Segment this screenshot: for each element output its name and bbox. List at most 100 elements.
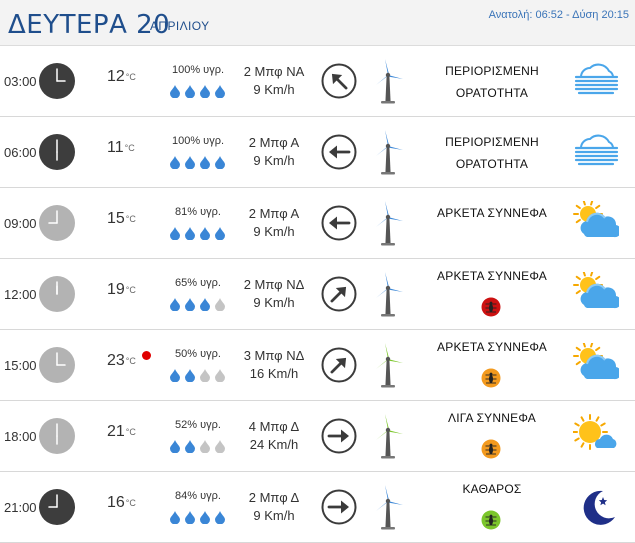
weather-description: ΑΡΚΕΤΑ ΣΥΝΝΕΦΑ <box>432 265 552 287</box>
temperature-value: 15 <box>107 210 125 227</box>
wind-turbine-icon <box>371 484 405 530</box>
temperature: 16°C <box>107 494 136 512</box>
wind-force: 4 Μπφ Δ <box>248 419 300 434</box>
weather-description: ΑΡΚΕΤΑ ΣΥΝΝΕΦΑ <box>432 336 552 358</box>
moon-icon <box>573 485 619 527</box>
wind-direction-arrow-icon <box>321 63 357 99</box>
mosquito-index-icon <box>481 439 501 459</box>
forecast-row: 03:00 12°C 100% υγρ. 2 Μπφ ΝΑ 9 Km/h ΠΕΡΙΟΡΙΣ… <box>0 46 635 117</box>
wind-direction-arrow-icon <box>321 347 357 383</box>
humidity-label: 50% υγρ. <box>175 348 221 360</box>
clock-icon <box>39 347 75 383</box>
month-label: ΑΠΡΙΛΙΟΥ <box>150 19 210 33</box>
wind-force: 2 Μπφ ΝΔ <box>243 277 305 292</box>
forecast-row: 18:00 21°C 52% υγρ. 4 Μπφ Δ 24 Km/h ΛΙΓΑ ΣΥΝΝ… <box>0 401 635 472</box>
forecast-row: 12:00 19°C 65% υγρ. 2 Μπφ ΝΔ 9 Km/h ΑΡΚΕΤΑ ΣΥ… <box>0 259 635 330</box>
wind-turbine-icon <box>371 271 405 317</box>
wind-turbine-icon <box>371 58 405 104</box>
forecast-row: 15:00 23°C 50% υγρ. 3 Μπφ ΝΔ 16 Km/h ΑΡΚΕΤΑ Σ… <box>0 330 635 401</box>
weather-description-line: ΑΡΚΕΤΑ ΣΥΝΝΕΦΑ <box>437 206 547 220</box>
wind-force: 2 Μπφ Α <box>248 206 300 221</box>
weather-description: ΠΕΡΙΟΡΙΣΜΕΝΗ ΟΡΑΤΟΤΗΤΑ <box>432 60 552 104</box>
forecast-row: 09:00 15°C 81% υγρ. 2 Μπφ Α 9 Km/h ΑΡΚΕΤΑ ΣΥΝ… <box>0 188 635 259</box>
temperature: 19°C <box>107 281 136 299</box>
time-label: 21:00 <box>4 500 37 515</box>
sunrise-sunset: Ανατολή: 06:52 - Δύση 20:15 <box>488 9 629 21</box>
wind-info: 2 Μπφ Δ 9 Km/h <box>238 489 310 525</box>
temperature-value: 11 <box>107 139 124 156</box>
mosquito-index-icon <box>481 510 501 530</box>
wind-turbine-icon <box>371 129 405 175</box>
partly-cloudy-icon <box>573 341 622 385</box>
clock-icon <box>39 418 75 454</box>
humidity-drops-icon <box>168 510 228 525</box>
temperature-value: 21 <box>107 423 125 440</box>
humidity-drops-icon <box>168 226 228 241</box>
clock-icon <box>39 276 75 312</box>
humidity-drops-icon <box>168 84 228 99</box>
temperature: 15°C <box>107 210 136 228</box>
humidity-label: 84% υγρ. <box>175 490 221 502</box>
humidity-drops-icon <box>168 155 228 170</box>
heat-warning-dot <box>142 351 151 360</box>
temperature-value: 19 <box>107 281 125 298</box>
humidity-drops-icon <box>168 439 228 454</box>
temperature-unit: °C <box>125 427 136 437</box>
wind-info: 2 Μπφ ΝΑ 9 Km/h <box>238 63 310 99</box>
wind-force: 2 Μπφ Δ <box>248 490 300 505</box>
weather-description-line: ΚΑΘΑΡΟΣ <box>462 482 522 496</box>
temperature: 12°C <box>107 68 136 86</box>
time-label: 09:00 <box>4 216 37 231</box>
wind-force: 3 Μπφ ΝΔ <box>243 348 305 363</box>
clock-icon <box>39 205 75 241</box>
wind-speed: 9 Km/h <box>253 153 295 168</box>
humidity-drops-icon <box>168 297 228 312</box>
temperature-unit: °C <box>125 356 136 366</box>
clock-icon <box>39 134 75 170</box>
temperature: 21°C <box>107 423 136 441</box>
temperature-value: 23 <box>107 352 125 369</box>
temperature-unit: °C <box>125 214 136 224</box>
temperature-unit: °C <box>125 285 136 295</box>
wind-info: 2 Μπφ ΝΔ 9 Km/h <box>238 276 310 312</box>
temperature: 11°C <box>107 139 135 157</box>
forecast-row: 06:00 11°C 100% υγρ. 2 Μπφ Α 9 Km/h ΠΕΡΙΟΡΙΣΜ… <box>0 117 635 188</box>
clock-icon <box>39 489 75 525</box>
mosquito-index-icon <box>481 368 501 388</box>
weather-description-line: ΠΕΡΙΟΡΙΣΜΕΝΗ <box>445 135 539 149</box>
wind-info: 3 Μπφ ΝΔ 16 Km/h <box>238 347 310 383</box>
temperature: 23°C <box>107 352 136 370</box>
clock-icon <box>39 63 75 99</box>
forecast-header: ΔΕΥΤΕΡΑ 20 ΑΠΡΙΛΙΟΥ Ανατολή: 06:52 - Δύσ… <box>0 0 635 46</box>
wind-speed: 9 Km/h <box>253 508 295 523</box>
time-label: 12:00 <box>4 287 37 302</box>
wind-direction-arrow-icon <box>321 418 357 454</box>
fog-icon <box>573 130 619 172</box>
wind-info: 2 Μπφ Α 9 Km/h <box>238 134 310 170</box>
mosquito-index-icon <box>481 297 501 317</box>
temperature-value: 16 <box>107 494 125 511</box>
fog-icon <box>573 59 619 101</box>
weather-description-line: ΑΡΚΕΤΑ ΣΥΝΝΕΦΑ <box>437 340 547 354</box>
temperature-unit: °C <box>125 498 136 508</box>
humidity-label: 100% υγρ. <box>171 64 225 76</box>
wind-direction-arrow-icon <box>321 134 357 170</box>
wind-force: 2 Μπφ Α <box>248 135 300 150</box>
weather-description-line: ΟΡΑΤΟΤΗΤΑ <box>455 86 529 100</box>
weather-description: ΚΑΘΑΡΟΣ <box>432 478 552 500</box>
humidity-label: 52% υγρ. <box>175 419 221 431</box>
wind-turbine-icon <box>371 413 405 459</box>
wind-speed: 9 Km/h <box>253 224 295 239</box>
humidity-label: 65% υγρ. <box>175 277 221 289</box>
weather-description: ΠΕΡΙΟΡΙΣΜΕΝΗ ΟΡΑΤΟΤΗΤΑ <box>432 131 552 175</box>
wind-force: 2 Μπφ ΝΑ <box>243 64 305 79</box>
wind-speed: 24 Km/h <box>249 437 299 452</box>
time-label: 18:00 <box>4 429 37 444</box>
weather-description: ΑΡΚΕΤΑ ΣΥΝΝΕΦΑ <box>432 202 552 224</box>
weather-description-line: ΛΙΓΑ ΣΥΝΝΕΦΑ <box>448 411 536 425</box>
day-title: ΔΕΥΤΕΡΑ 20 <box>8 10 171 40</box>
time-label: 06:00 <box>4 145 37 160</box>
sun-small-cloud-icon <box>572 414 619 456</box>
wind-info: 2 Μπφ Α 9 Km/h <box>238 205 310 241</box>
wind-info: 4 Μπφ Δ 24 Km/h <box>238 418 310 454</box>
